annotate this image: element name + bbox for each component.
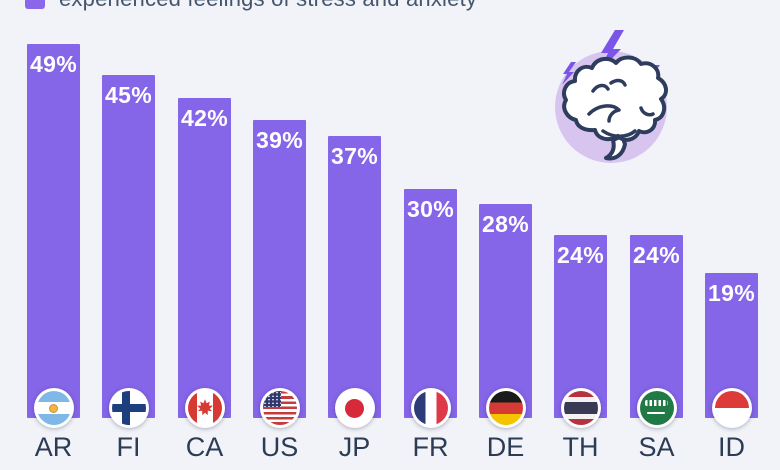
bar-value-label: 49% xyxy=(30,51,77,77)
bar-value-label: 24% xyxy=(557,242,604,268)
thailand-flag-icon xyxy=(560,388,601,428)
bar-column-th: 24% TH xyxy=(554,235,607,462)
country-code-label: ID xyxy=(718,432,745,462)
bar-id: 19% xyxy=(705,273,758,418)
bar-value-label: 24% xyxy=(633,242,680,268)
bar-fi: 45% xyxy=(102,75,155,418)
country-code-label: CA xyxy=(185,432,224,462)
brain-lightning-illustration xyxy=(543,28,693,170)
bar-value-label: 19% xyxy=(708,280,755,306)
canada-flag-icon xyxy=(184,388,225,428)
country-code-label: AR xyxy=(34,432,73,462)
france-flag-icon xyxy=(410,388,451,428)
legend: experienced feelings of stress and anxie… xyxy=(25,0,477,12)
bar-de: 28% xyxy=(479,204,532,418)
bar-column-fr: 30% FR xyxy=(404,189,457,462)
bar-value-label: 28% xyxy=(482,211,529,237)
bar-th: 24% xyxy=(554,235,607,418)
bar-column-id: 19% ID xyxy=(705,273,758,462)
bar-fr: 30% xyxy=(404,189,457,418)
bar-column-de: 28% DE xyxy=(479,204,532,462)
indonesia-flag-icon xyxy=(711,388,752,428)
bar-value-label: 37% xyxy=(331,143,378,169)
bar-value-label: 39% xyxy=(256,127,303,153)
bar-column-ca: 42% CA xyxy=(178,98,231,462)
saudi-arabia-flag-icon xyxy=(636,388,677,428)
bar-sa: 24% xyxy=(630,235,683,418)
bar-column-sa: 24% SA xyxy=(630,235,683,462)
country-code-label: FR xyxy=(412,432,449,462)
bar-value-label: 45% xyxy=(105,82,152,108)
country-code-label: DE xyxy=(486,432,525,462)
bar-column-fi: 45% FI xyxy=(102,75,155,462)
bar-value-label: 42% xyxy=(181,105,228,131)
country-code-label: FI xyxy=(116,432,141,462)
bar-column-jp: 37% JP xyxy=(328,136,381,462)
bar-column-us: 39% US xyxy=(253,120,306,462)
bar-us: 39% xyxy=(253,120,306,418)
country-code-label: SA xyxy=(638,432,675,462)
bar-ar: 49% xyxy=(27,44,80,418)
legend-swatch xyxy=(25,0,45,9)
finland-flag-icon xyxy=(108,388,149,428)
bar-chart: 49% AR 45% FI 42% CA 39% US 37% JP 30% FR 28% DE 24% TH… xyxy=(27,0,758,462)
germany-flag-icon xyxy=(485,388,526,428)
bar-jp: 37% xyxy=(328,136,381,418)
argentina-flag-icon xyxy=(33,388,74,428)
bar-value-label: 30% xyxy=(407,196,454,222)
bar-column-ar: 49% AR xyxy=(27,44,80,462)
united-states-flag-icon xyxy=(259,388,300,428)
country-code-label: JP xyxy=(338,432,371,462)
brain-icon xyxy=(555,30,668,163)
japan-flag-icon xyxy=(334,388,375,428)
country-code-label: US xyxy=(260,432,299,462)
bar-ca: 42% xyxy=(178,98,231,418)
country-code-label: TH xyxy=(562,432,599,462)
legend-label: experienced feelings of stress and anxie… xyxy=(59,0,477,12)
